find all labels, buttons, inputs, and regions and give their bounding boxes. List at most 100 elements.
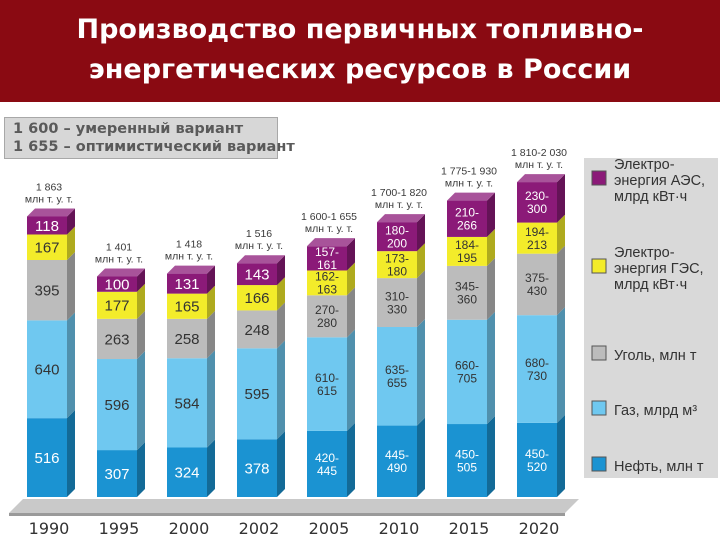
legend-label-nuclear: Электро-энергия АЭС, млрд кВт·ч bbox=[614, 157, 705, 205]
legend-label-gas: Газ, млрд м³ bbox=[614, 403, 697, 419]
total-label-1990: 1 863 млн т. у. т. bbox=[25, 181, 73, 205]
bar-side-hydro-2020 bbox=[557, 214, 565, 254]
bar-nuclear-2005 bbox=[307, 246, 347, 271]
label-oil-1990: 516 bbox=[34, 450, 59, 467]
year-label-2015: 2015 bbox=[449, 519, 490, 538]
label-hydro-2010: 173-180 bbox=[385, 251, 409, 278]
total-label-2015: 1 775-1 930 млн т. у. т. bbox=[441, 166, 497, 190]
label-oil-2005: 420-445 bbox=[315, 451, 339, 478]
bar-oil-2000 bbox=[167, 447, 207, 497]
year-label-2005: 2005 bbox=[309, 519, 350, 538]
optimistic-variant-text: 1 655 – оптимистический вариант bbox=[13, 139, 295, 155]
label-coal-2002: 248 bbox=[244, 322, 269, 339]
legend-swatch-hydro bbox=[591, 258, 607, 274]
bar-oil-2015 bbox=[447, 424, 487, 497]
bar-side-gas-2002 bbox=[277, 340, 285, 440]
bar-side-gas-2015 bbox=[487, 311, 495, 425]
bar-coal-2010 bbox=[377, 278, 417, 328]
bar-side-oil-1990 bbox=[67, 410, 75, 497]
variant-note: 1 600 – умеренный вариант 1 655 – оптими… bbox=[4, 117, 295, 159]
label-coal-2010: 310-330 bbox=[385, 289, 409, 316]
bar-gas-2005 bbox=[307, 337, 347, 431]
bar-hydro-1990 bbox=[27, 234, 67, 261]
bar-side-coal-1995 bbox=[137, 310, 145, 360]
bar-side-nuclear-2005 bbox=[347, 238, 355, 271]
bar-side-oil-2002 bbox=[277, 431, 285, 497]
bar-gas-2000 bbox=[167, 358, 207, 448]
bar-gas-2015 bbox=[447, 319, 487, 425]
bar-top-2010 bbox=[377, 214, 425, 223]
bar-side-gas-1995 bbox=[137, 351, 145, 451]
label-hydro-2000: 165 bbox=[174, 299, 199, 316]
bar-top-1990 bbox=[27, 208, 75, 217]
chart-floor bbox=[9, 499, 579, 513]
label-oil-2020: 450-520 bbox=[525, 447, 549, 474]
bar-oil-2002 bbox=[237, 439, 277, 497]
bar-top-2002 bbox=[237, 255, 285, 264]
bar-side-nuclear-2000 bbox=[207, 265, 215, 294]
bar-side-gas-2010 bbox=[417, 319, 425, 426]
bar-side-hydro-2000 bbox=[207, 285, 215, 319]
bar-coal-2005 bbox=[307, 295, 347, 338]
legend-swatch-coal bbox=[591, 345, 607, 361]
bar-hydro-2010 bbox=[377, 251, 417, 279]
bar-top-2020 bbox=[517, 174, 565, 183]
label-hydro-1990: 167 bbox=[34, 240, 59, 257]
bar-nuclear-2010 bbox=[377, 222, 417, 252]
year-label-2002: 2002 bbox=[239, 519, 280, 538]
legend-swatch-oil bbox=[591, 456, 607, 472]
bar-nuclear-2002 bbox=[237, 263, 277, 286]
bar-side-gas-2005 bbox=[347, 329, 355, 431]
bar-oil-1995 bbox=[97, 450, 137, 497]
bar-gas-2020 bbox=[517, 315, 557, 423]
label-nuclear-2010: 180-200 bbox=[385, 223, 409, 250]
bar-side-hydro-2015 bbox=[487, 228, 495, 266]
label-nuclear-2002: 143 bbox=[244, 267, 269, 284]
bar-side-hydro-2005 bbox=[347, 262, 355, 296]
label-nuclear-2020: 230-300 bbox=[525, 189, 549, 216]
bar-side-oil-2015 bbox=[487, 416, 495, 497]
bar-side-oil-2020 bbox=[557, 414, 565, 497]
bar-side-gas-1990 bbox=[67, 312, 75, 419]
bar-side-coal-1990 bbox=[67, 252, 75, 321]
bar-side-hydro-1995 bbox=[137, 283, 145, 319]
bar-oil-2020 bbox=[517, 422, 557, 497]
legend-label-oil: Нефть, млн т bbox=[614, 459, 704, 475]
label-nuclear-2015: 210-266 bbox=[455, 206, 479, 233]
total-label-2010: 1 700-1 820 млн т. у. т. bbox=[371, 187, 427, 211]
bar-gas-2010 bbox=[377, 327, 417, 426]
bar-nuclear-2000 bbox=[167, 273, 207, 294]
legend-panel bbox=[584, 158, 718, 478]
bar-side-hydro-1990 bbox=[67, 226, 75, 261]
bar-gas-1990 bbox=[27, 320, 67, 419]
bar-side-oil-2010 bbox=[417, 417, 425, 497]
label-nuclear-1990: 118 bbox=[35, 218, 59, 235]
bar-hydro-1995 bbox=[97, 291, 137, 319]
bar-coal-2000 bbox=[167, 318, 207, 359]
label-nuclear-2000: 131 bbox=[174, 276, 199, 293]
bar-side-nuclear-2010 bbox=[417, 214, 425, 252]
label-coal-2015: 345-360 bbox=[455, 280, 479, 307]
bar-gas-1995 bbox=[97, 359, 137, 451]
bar-coal-1995 bbox=[97, 318, 137, 360]
label-gas-2020: 680-730 bbox=[525, 356, 549, 383]
total-label-2000: 1 418 млн т. у. т. bbox=[165, 239, 213, 263]
bar-side-oil-2000 bbox=[207, 439, 215, 497]
label-hydro-1995: 177 bbox=[104, 298, 129, 315]
bar-side-oil-2005 bbox=[347, 422, 355, 497]
total-label-1995: 1 401 млн т. у. т. bbox=[95, 242, 143, 266]
legend-swatch-gas bbox=[591, 400, 607, 416]
year-label-1995: 1995 bbox=[99, 519, 140, 538]
label-gas-1990: 640 bbox=[34, 362, 59, 379]
label-coal-1995: 263 bbox=[104, 331, 129, 348]
bar-side-coal-2010 bbox=[417, 270, 425, 328]
bar-nuclear-2020 bbox=[517, 182, 557, 223]
total-label-2020: 1 810-2 030 млн т. у. т. bbox=[511, 147, 567, 171]
label-coal-2000: 258 bbox=[174, 331, 199, 348]
year-label-1990: 1990 bbox=[29, 519, 70, 538]
bar-oil-1990 bbox=[27, 418, 67, 497]
legend-label-coal: Уголь, млн т bbox=[614, 348, 697, 364]
bar-coal-2002 bbox=[237, 310, 277, 349]
bar-side-hydro-2010 bbox=[417, 243, 425, 279]
